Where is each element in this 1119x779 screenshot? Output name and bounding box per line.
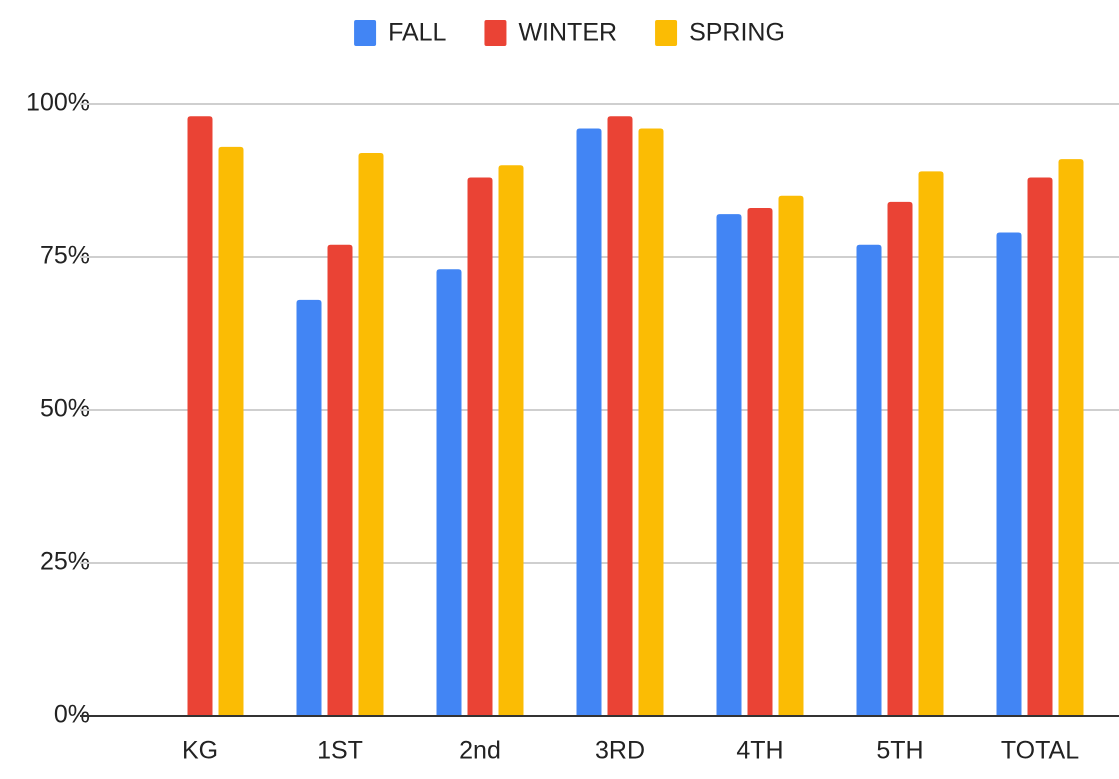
y-tick-label: 75%	[40, 242, 90, 270]
x-tick-label: 3RD	[595, 737, 645, 765]
bar	[1027, 177, 1053, 716]
bar	[778, 195, 804, 717]
bar	[856, 244, 882, 716]
legend-label: WINTER	[518, 19, 617, 47]
x-tick-label: TOTAL	[1001, 737, 1079, 765]
bar	[436, 269, 462, 716]
bar	[327, 244, 353, 716]
bar	[747, 208, 773, 717]
x-tick-label: 5TH	[876, 737, 923, 765]
legend-label: FALL	[388, 19, 446, 47]
bar	[918, 171, 944, 716]
legend-swatch	[655, 20, 678, 46]
bar	[716, 214, 742, 716]
legend-label: SPRING	[689, 19, 785, 47]
bar	[607, 116, 633, 717]
bar	[218, 146, 244, 717]
bar	[638, 128, 664, 717]
bar	[887, 201, 913, 717]
bar	[498, 165, 524, 716]
x-tick-label: 2nd	[459, 737, 501, 765]
bar	[1058, 159, 1084, 716]
bar	[296, 299, 322, 716]
bar	[187, 116, 213, 717]
x-tick-label: KG	[182, 737, 218, 765]
x-tick-label: 4TH	[736, 737, 783, 765]
y-tick-label: 0%	[54, 701, 90, 729]
y-tick-label: 25%	[40, 548, 90, 576]
y-tick-label: 100%	[26, 89, 90, 117]
x-tick-label: 1ST	[317, 737, 363, 765]
legend-swatch	[354, 20, 377, 46]
bar	[467, 177, 493, 716]
legend-swatch	[484, 20, 507, 46]
bar	[996, 232, 1022, 716]
bar	[358, 152, 384, 716]
bar	[576, 128, 602, 717]
y-tick-label: 50%	[40, 395, 90, 423]
